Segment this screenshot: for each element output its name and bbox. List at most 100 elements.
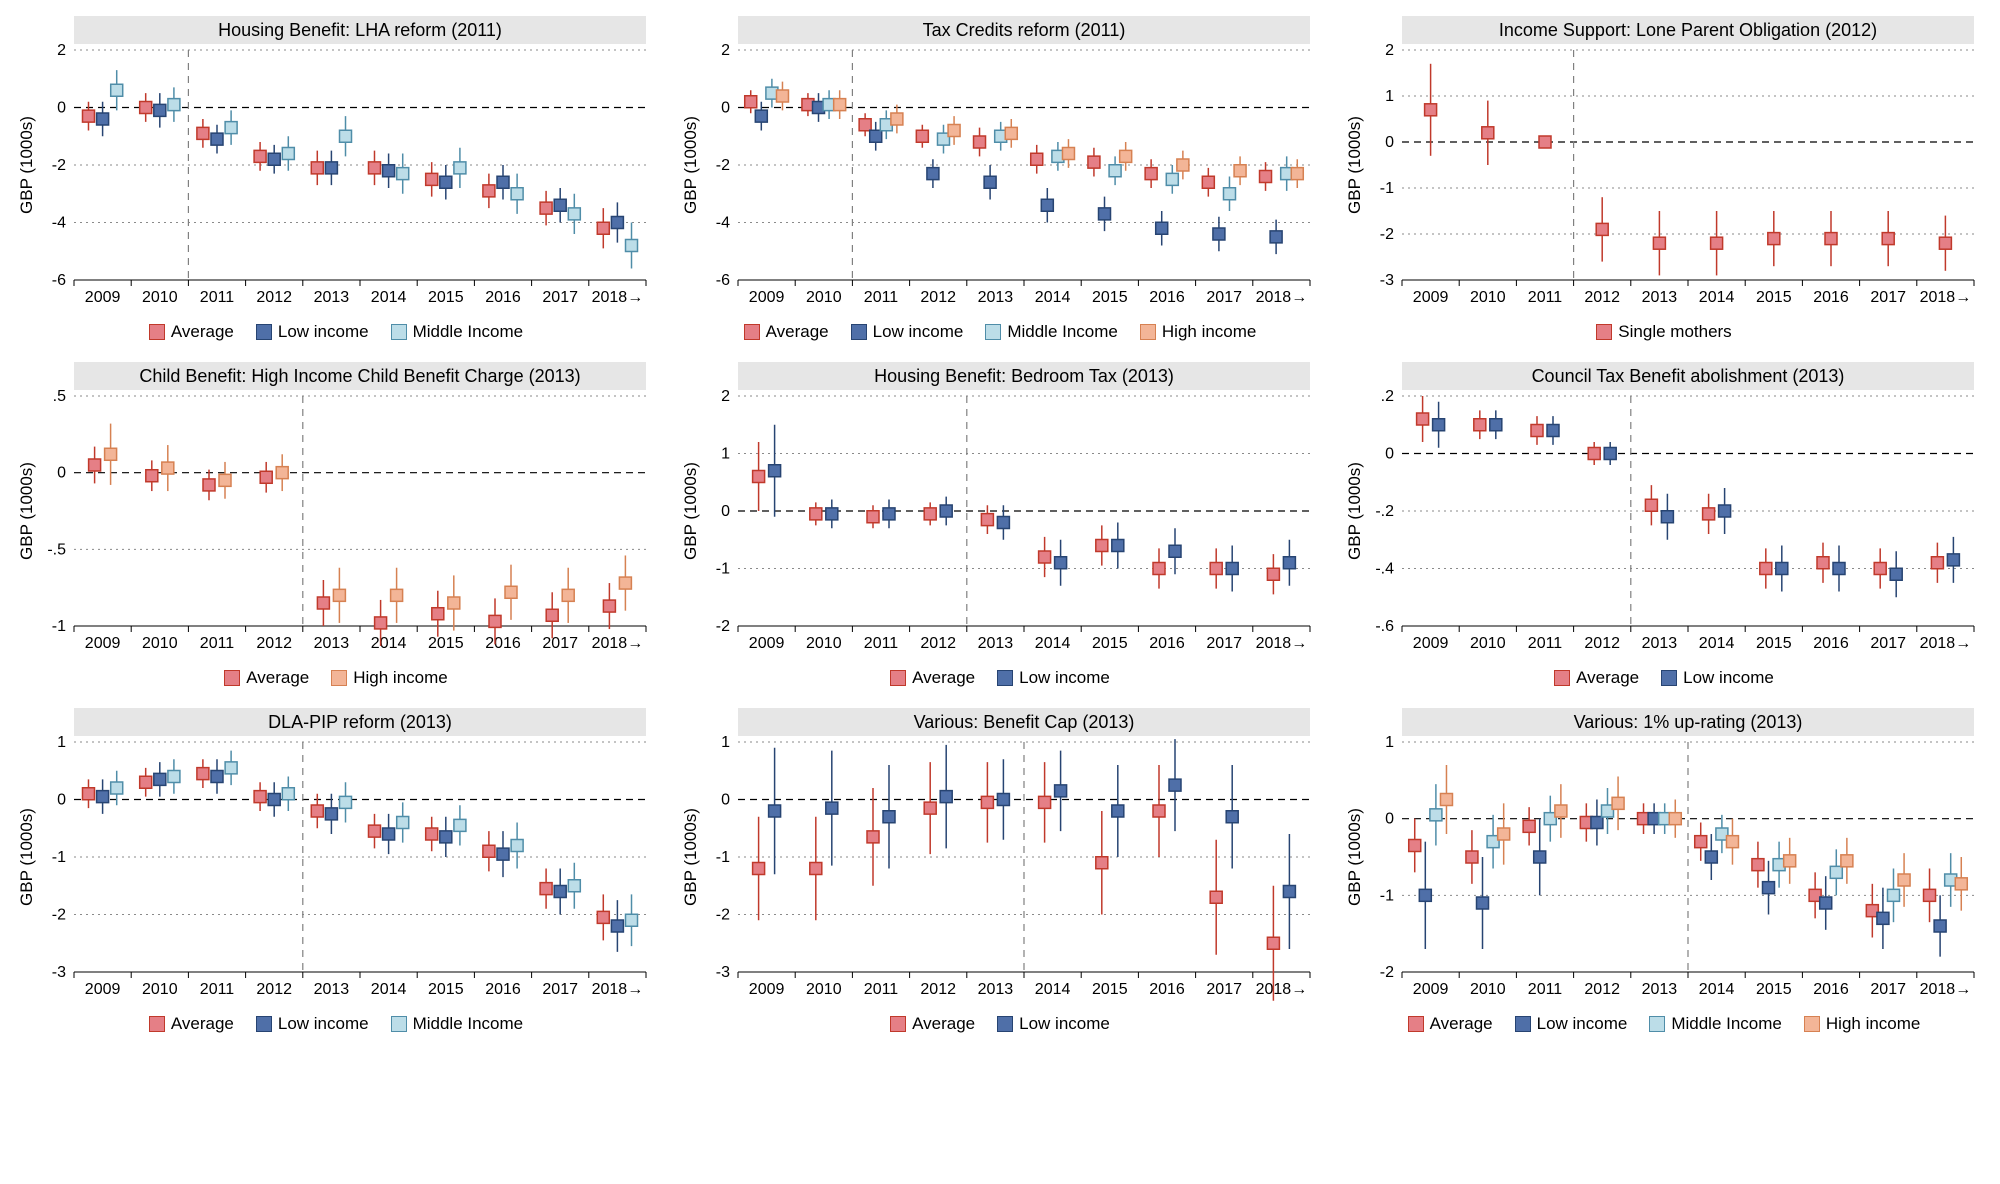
data-marker	[340, 130, 352, 142]
xtick-label: 2016	[1149, 289, 1185, 306]
data-marker	[1474, 419, 1486, 431]
legend: AverageLow incomeMiddle IncomeHigh incom…	[680, 322, 1320, 342]
data-marker	[97, 113, 109, 125]
panel-p2: Tax Credits reform (2011)-6-4-2022009201…	[680, 16, 1320, 316]
y-axis-label: GBP (1000s)	[1345, 116, 1364, 214]
data-marker	[505, 586, 517, 598]
xtick-label: 2015	[428, 289, 464, 306]
data-marker	[511, 188, 523, 200]
data-marker	[1604, 448, 1616, 460]
data-marker	[276, 467, 288, 479]
data-marker	[611, 217, 623, 229]
ytick-label: -.4	[1375, 561, 1394, 578]
data-marker	[1169, 779, 1181, 791]
legend-item: Average	[744, 322, 829, 342]
legend: AverageLow income	[680, 668, 1320, 688]
data-marker	[1498, 828, 1510, 840]
xtick-label: 2016	[1813, 635, 1849, 652]
legend: AverageLow incomeMiddle Income	[16, 322, 656, 342]
ytick-label: 2	[721, 42, 730, 59]
ytick-label: 0	[721, 100, 730, 117]
panel: Income Support: Lone Parent Obligation (…	[1344, 16, 1984, 342]
data-marker	[745, 96, 757, 108]
xtick-label: 2016	[485, 289, 521, 306]
data-marker	[626, 240, 638, 252]
panel-title: Child Benefit: High Income Child Benefit…	[139, 366, 580, 386]
legend-item: Average	[1554, 668, 1639, 688]
xtick-label: 2013	[314, 635, 350, 652]
xtick-label: 2011	[1528, 289, 1563, 306]
xtick-label: 2018→	[1256, 981, 1308, 998]
data-marker	[1270, 231, 1282, 243]
xtick-label: 2012	[1584, 289, 1620, 306]
legend-label: High income	[1162, 322, 1257, 342]
xtick-label: 2014	[371, 635, 407, 652]
data-marker	[1555, 805, 1567, 817]
data-marker	[1547, 425, 1559, 437]
xtick-label: 2017	[1206, 981, 1242, 998]
data-marker	[626, 914, 638, 926]
legend-label: Middle Income	[413, 322, 524, 342]
xtick-label: 2018→	[592, 981, 644, 998]
ytick-label: 1	[721, 446, 730, 463]
y-axis-label: GBP (1000s)	[1345, 808, 1364, 906]
data-marker	[105, 448, 117, 460]
ytick-label: -6	[52, 272, 66, 289]
data-marker	[489, 615, 501, 627]
data-marker	[1466, 851, 1478, 863]
xtick-label: 2011	[864, 981, 899, 998]
panel-title: Various: 1% up-rating (2013)	[1574, 712, 1803, 732]
data-marker	[997, 517, 1009, 529]
xtick-label: 2011	[200, 981, 235, 998]
data-marker	[375, 617, 387, 629]
data-marker	[203, 479, 215, 491]
data-marker	[219, 474, 231, 486]
panel-p6: Council Tax Benefit abolishment (2013)-.…	[1344, 362, 1984, 662]
legend-item: Low income	[1515, 1014, 1628, 1034]
panel: Housing Benefit: LHA reform (2011)-6-4-2…	[16, 16, 656, 342]
panel: Various: 1% up-rating (2013)-2-101200920…	[1344, 708, 1984, 1034]
legend-item: Average	[149, 322, 234, 342]
legend-item: Low income	[1661, 668, 1774, 688]
data-marker	[511, 840, 523, 852]
data-marker	[1661, 511, 1673, 523]
xtick-label: 2017	[542, 289, 578, 306]
ytick-label: 0	[721, 792, 730, 809]
data-marker	[1099, 208, 1111, 220]
xtick-label: 2009	[749, 981, 785, 998]
data-marker	[597, 222, 609, 234]
legend-item: Middle Income	[391, 1014, 524, 1034]
data-marker	[368, 162, 380, 174]
data-marker	[1260, 171, 1272, 183]
legend-swatch	[890, 670, 906, 686]
legend-item: Average	[1408, 1014, 1493, 1034]
data-marker	[1430, 809, 1442, 821]
y-axis-label: GBP (1000s)	[1345, 462, 1364, 560]
panel-p3: Income Support: Lone Parent Obligation (…	[1344, 16, 1984, 316]
ytick-label: 1	[57, 734, 66, 751]
legend-label: High income	[353, 668, 448, 688]
xtick-label: 2018→	[592, 289, 644, 306]
data-marker	[140, 102, 152, 114]
data-marker	[755, 110, 767, 122]
data-marker	[1226, 563, 1238, 575]
ytick-label: .5	[53, 388, 66, 405]
data-marker	[254, 791, 266, 803]
data-marker	[211, 133, 223, 145]
ytick-label: -3	[1380, 272, 1394, 289]
data-marker	[311, 162, 323, 174]
legend-label: Low income	[873, 322, 964, 342]
legend-item: Single mothers	[1596, 322, 1731, 342]
data-marker	[1833, 563, 1845, 575]
ytick-label: 2	[721, 388, 730, 405]
legend-label: Average	[171, 322, 234, 342]
data-marker	[168, 99, 180, 111]
ytick-label: 0	[57, 792, 66, 809]
y-axis-label: GBP (1000s)	[17, 116, 36, 214]
data-marker	[1890, 568, 1902, 580]
xtick-label: 2011	[1528, 981, 1563, 998]
y-axis-label: GBP (1000s)	[681, 808, 700, 906]
data-marker	[562, 589, 574, 601]
data-marker	[810, 508, 822, 520]
legend-item: Middle Income	[391, 322, 524, 342]
